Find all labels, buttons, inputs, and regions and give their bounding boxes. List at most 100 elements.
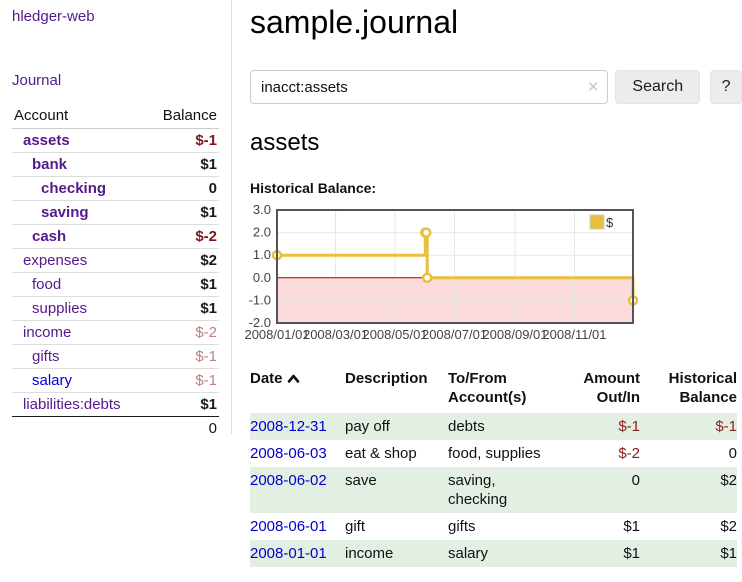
- transaction-row: 2008-06-02 save saving, checking 0 $2: [250, 467, 737, 513]
- account-row: bank $1: [12, 153, 219, 177]
- transaction-balance: $2: [720, 472, 737, 489]
- account-link-supplies[interactable]: supplies: [32, 300, 88, 317]
- transaction-balance: $1: [720, 545, 737, 562]
- x-tick-label: 2008/09/01: [482, 327, 547, 342]
- accounts-total-row: 0: [12, 416, 219, 440]
- account-row: expenses $2: [12, 249, 219, 273]
- account-balance: $-1: [195, 348, 217, 365]
- transaction-date-link[interactable]: 2008-06-03: [250, 445, 327, 462]
- legend-label: $: [606, 215, 614, 230]
- transaction-description: eat & shop: [345, 445, 417, 462]
- page-title: sample.journal: [250, 4, 459, 40]
- x-tick-label: 2008/03/01: [303, 327, 368, 342]
- register-header-date[interactable]: Date: [250, 367, 345, 413]
- account-balance: $2: [200, 252, 217, 269]
- y-tick-label: 2.0: [253, 225, 271, 240]
- account-link-assets[interactable]: assets: [23, 132, 70, 149]
- y-tick-label: 0.0: [253, 270, 271, 285]
- y-tick-label: 3.0: [253, 202, 271, 217]
- register-header-balance[interactable]: Historical Balance: [668, 370, 737, 406]
- account-row: salary $-1: [12, 369, 219, 393]
- register-header-amount[interactable]: Amount Out/In: [583, 370, 640, 406]
- account-row: food $1: [12, 273, 219, 297]
- x-tick-label: 2008/07/01: [422, 327, 487, 342]
- account-balance: $-1: [195, 372, 217, 389]
- account-balance: $1: [200, 156, 217, 173]
- transaction-description: pay off: [345, 418, 390, 435]
- register-header-row: Date Description To/From Account(s) Amou…: [250, 367, 737, 413]
- account-balance: $-1: [195, 132, 217, 149]
- account-link-income[interactable]: income: [23, 324, 72, 341]
- account-link-food[interactable]: food: [32, 276, 62, 293]
- y-tick-label: -1.0: [249, 292, 271, 307]
- account-link-checking[interactable]: checking: [41, 180, 107, 197]
- search-input-wrapper: ✕: [250, 70, 609, 104]
- account-link-cash[interactable]: cash: [32, 228, 67, 245]
- account-balance: $-2: [195, 228, 217, 245]
- account-row: saving $1: [12, 201, 219, 225]
- transaction-date-link[interactable]: 2008-06-01: [250, 518, 327, 535]
- transaction-row: 2008-06-01 gift gifts $1 $2: [250, 513, 737, 540]
- sort-ascending-icon: [287, 374, 299, 383]
- account-heading: assets: [250, 129, 320, 156]
- register-header-accounts[interactable]: To/From Account(s): [448, 370, 527, 406]
- sidebar-item-journal[interactable]: Journal: [12, 72, 62, 89]
- transaction-balance: 0: [728, 445, 737, 462]
- account-balance: $1: [200, 276, 217, 293]
- account-row: liabilities:debts $1: [12, 393, 219, 416]
- app-title-link[interactable]: hledger-web: [12, 8, 95, 25]
- search-button[interactable]: Search: [615, 70, 701, 104]
- chart-title: Historical Balance:: [250, 180, 377, 196]
- transaction-date-link[interactable]: 2008-01-01: [250, 545, 327, 562]
- search-input[interactable]: [250, 70, 609, 104]
- account-link-saving[interactable]: saving: [41, 204, 89, 221]
- transaction-date-link[interactable]: 2008-06-02: [250, 472, 327, 489]
- transaction-description: save: [345, 472, 377, 489]
- transaction-row: 2008-12-31 pay off debts $-1 $-1: [250, 413, 737, 440]
- transaction-row: 2008-06-03 eat & shop food, supplies $-2 0: [250, 440, 737, 467]
- account-balance: 0: [208, 180, 217, 197]
- account-row: cash $-2: [12, 225, 219, 249]
- account-link-liabilities-debts[interactable]: liabilities:debts: [23, 396, 121, 413]
- transaction-balance: $-1: [715, 418, 737, 435]
- account-balance: $1: [200, 396, 217, 413]
- accounts-total-value: 0: [208, 420, 217, 437]
- account-balance: $1: [200, 204, 217, 221]
- accounts-tree-header: Account Balance: [12, 104, 219, 129]
- transaction-accounts: saving, checking: [448, 472, 508, 508]
- account-link-bank[interactable]: bank: [32, 156, 68, 173]
- transaction-balance: $2: [720, 518, 737, 535]
- transaction-accounts: gifts: [448, 518, 476, 535]
- transaction-amount: $1: [623, 545, 640, 562]
- account-link-salary[interactable]: salary: [32, 372, 73, 389]
- transaction-accounts: food, supplies: [448, 445, 541, 462]
- account-row: assets $-1: [12, 129, 219, 153]
- x-tick-label: 2008/01/01: [244, 327, 309, 342]
- sidebar: hledger-web Journal Account Balance asse…: [0, 0, 232, 437]
- y-tick-label: -2.0: [249, 315, 271, 330]
- account-link-gifts[interactable]: gifts: [32, 348, 60, 365]
- y-tick-label: 1.0: [253, 247, 271, 262]
- account-row: supplies $1: [12, 297, 219, 321]
- account-row: gifts $-1: [12, 345, 219, 369]
- transaction-amount: 0: [631, 472, 640, 489]
- data-point-marker: [420, 227, 432, 238]
- plot-border: [276, 209, 634, 324]
- account-balance: $1: [200, 300, 217, 317]
- register-table: Date Description To/From Account(s) Amou…: [250, 367, 737, 567]
- transaction-row: 2008-01-01 income salary $1 $1: [250, 540, 737, 567]
- account-balance: $-2: [195, 324, 217, 341]
- legend-swatch: [589, 214, 605, 230]
- transaction-accounts: salary: [448, 545, 489, 562]
- help-button[interactable]: ?: [710, 70, 742, 104]
- data-point-marker: [421, 272, 433, 284]
- account-link-expenses[interactable]: expenses: [23, 252, 88, 269]
- accounts-header-balance: Balance: [162, 107, 217, 124]
- transaction-amount: $1: [623, 518, 640, 535]
- historical-balance-chart: 3.0 2.0 1.0 0.0 -1.0 -2.02008/01/012008/03/01…: [244, 202, 639, 342]
- transaction-date-link[interactable]: 2008-12-31: [250, 418, 327, 435]
- clear-search-icon[interactable]: ✕: [586, 79, 600, 96]
- transaction-description: gift: [345, 518, 366, 535]
- transaction-amount: $-2: [618, 445, 640, 462]
- register-header-description[interactable]: Description: [345, 370, 428, 387]
